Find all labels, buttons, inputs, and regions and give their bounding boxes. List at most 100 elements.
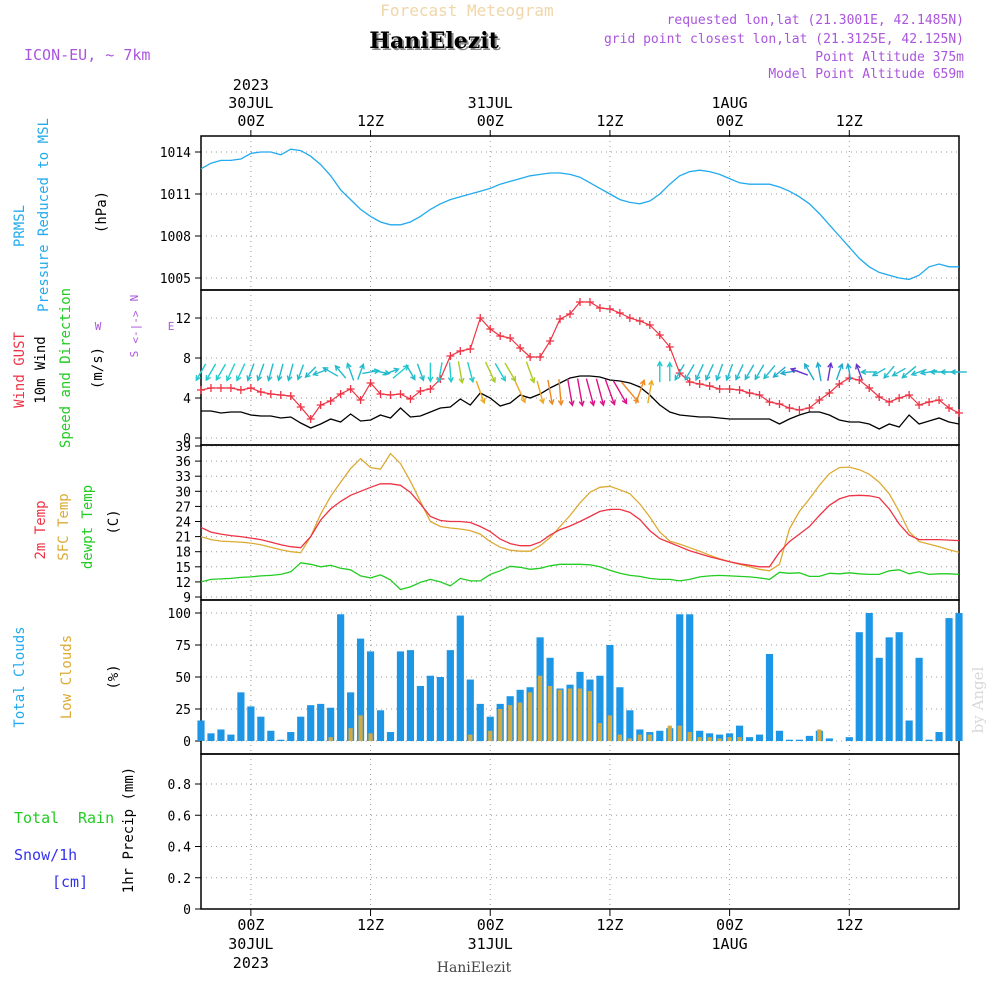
- top-time-label: 00Z: [716, 112, 743, 130]
- dewpt-line: [200, 562, 960, 591]
- wind-arrow: [621, 381, 639, 403]
- wind-arrow: [305, 366, 317, 378]
- total-cloud-bar: [905, 720, 913, 741]
- wind-arrow: [346, 363, 355, 381]
- total-cloud-bar: [686, 614, 694, 741]
- wind-arrow-head: [419, 375, 425, 382]
- p2-ytick-label: 12: [175, 312, 191, 327]
- total-cloud-bar: [606, 645, 614, 741]
- gust-marker: [376, 390, 385, 398]
- wind-arrow: [484, 361, 496, 383]
- location-title-shadow: HaniElezit: [371, 30, 501, 56]
- gust-marker: [356, 396, 365, 404]
- wind-arrow: [872, 367, 886, 377]
- wind-arrow-head: [656, 360, 663, 367]
- wind-arrow: [647, 380, 653, 404]
- gust-marker: [256, 388, 265, 396]
- wind-arrow: [817, 362, 822, 382]
- wind-arrow-head: [427, 376, 434, 383]
- p2-unit: (m/s): [90, 347, 106, 389]
- gust-marker: [905, 391, 914, 399]
- total-cloud-bar: [935, 732, 943, 741]
- top-time-label: 31JUL: [468, 94, 513, 112]
- total-cloud-bar: [267, 730, 275, 741]
- wind-arrow: [323, 367, 339, 377]
- total-cloud-bar: [755, 734, 764, 741]
- p3-label-2m: 2m Temp: [33, 500, 49, 559]
- requested-coords: requested lon,lat (21.3001E, 42.1485N): [667, 13, 964, 28]
- p1-ytick-label: 1011: [160, 188, 191, 203]
- top-time-label: 12Z: [836, 112, 863, 130]
- wind-arrow: [716, 363, 724, 381]
- wind-arrow-head: [772, 372, 779, 378]
- total-cloud-bar: [356, 638, 365, 741]
- plot-layer: 1005100810111014048129121518212427303336…: [160, 76, 967, 972]
- bottom-time-label: 31JUL: [468, 935, 513, 953]
- wind-arrow: [855, 364, 863, 380]
- p2-ytick-label: 8: [183, 352, 191, 367]
- gust-marker: [685, 378, 694, 386]
- wind-arrow-head: [225, 375, 232, 382]
- wind-arrow-head: [929, 368, 936, 376]
- gust-marker: [546, 337, 555, 345]
- gust-marker: [635, 317, 644, 325]
- total-cloud-bar: [885, 637, 893, 741]
- low-cloud-bar: [737, 737, 742, 741]
- wind-arrow-head: [539, 398, 545, 405]
- total-cloud-bar: [297, 716, 305, 741]
- gust-marker: [875, 393, 884, 401]
- total-cloud-bar: [197, 720, 205, 741]
- total-cloud-bar: [466, 679, 474, 741]
- wind-arrow-head: [621, 398, 628, 405]
- gust-marker: [536, 353, 545, 361]
- wind-arrow-head: [246, 375, 253, 382]
- compass-west: W: [95, 320, 102, 333]
- wind-arrow-head: [304, 372, 311, 379]
- wind-arrow-head: [949, 368, 956, 376]
- sfc-temp-line: [200, 452, 960, 572]
- gust-marker: [566, 310, 575, 318]
- bottom-time-label: 12Z: [596, 916, 623, 934]
- gust-marker: [216, 384, 225, 392]
- gust-marker: [705, 382, 714, 390]
- low-cloud-bar: [328, 737, 333, 741]
- wind-arrow: [604, 379, 616, 405]
- total-cloud-bar: [785, 739, 794, 741]
- wind-arrow: [744, 364, 755, 380]
- total-cloud-bar: [735, 725, 744, 741]
- wind-arrow: [585, 378, 595, 406]
- p2-label-gust: Wind GUST: [12, 332, 28, 408]
- gust-marker: [336, 390, 345, 398]
- wind-arrow: [804, 363, 815, 381]
- wind-arrow-head: [891, 371, 898, 377]
- total-cloud-bar: [616, 687, 624, 741]
- low-cloud-bar: [528, 692, 533, 741]
- low-cloud-bar: [727, 737, 732, 741]
- p3-ytick-label: 30: [175, 485, 191, 500]
- total-cloud-bar: [436, 677, 444, 741]
- p1-ytick-label: 1005: [160, 272, 191, 287]
- gust-marker: [695, 380, 704, 388]
- wind-arrow-head: [599, 400, 606, 407]
- wind-arrow: [920, 369, 938, 375]
- gust-marker: [595, 304, 604, 312]
- p3-ytick-label: 27: [175, 500, 191, 515]
- gust-marker: [236, 386, 245, 394]
- p3-ytick-label: 18: [175, 546, 191, 561]
- wind-arrow: [504, 362, 516, 382]
- low-cloud-bar: [348, 728, 353, 741]
- low-cloud-bar: [538, 675, 543, 741]
- gust-marker: [576, 298, 584, 306]
- wind-arrow: [236, 363, 246, 381]
- total-cloud-bar: [825, 738, 833, 741]
- p5-label-total: Total: [14, 809, 59, 827]
- gust-marker: [645, 321, 654, 329]
- p1-ytick-label: 1014: [160, 146, 191, 161]
- wind-arrow: [566, 378, 574, 406]
- total-cloud-bar: [426, 675, 434, 741]
- total-cloud-bar: [875, 657, 883, 741]
- top-time-label: 12Z: [596, 112, 623, 130]
- wind-arrow-head: [436, 376, 443, 384]
- p5-ytick-label: 0.2: [168, 872, 191, 887]
